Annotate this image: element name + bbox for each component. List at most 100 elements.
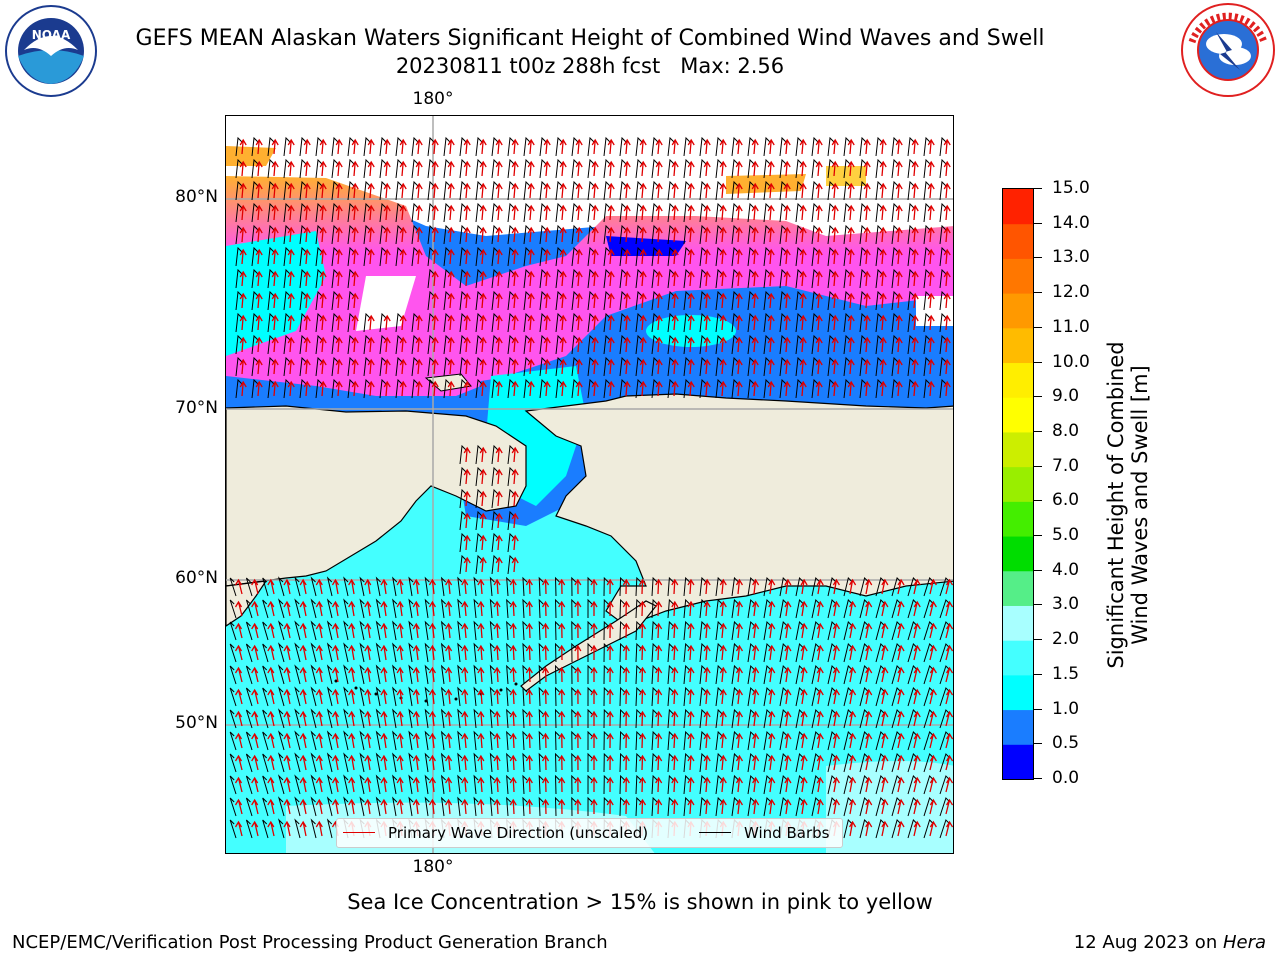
wave-direction-arrow <box>415 380 423 397</box>
wind-barb <box>538 620 544 641</box>
wave-direction-arrow <box>234 666 243 683</box>
wave-direction-arrow <box>255 336 263 353</box>
wind-barb <box>315 180 323 201</box>
wave-direction-arrow <box>639 314 647 331</box>
wind-barb <box>827 709 837 729</box>
wind-barb <box>747 620 756 641</box>
wave-direction-arrow <box>895 204 903 221</box>
wind-barb <box>507 312 515 333</box>
wind-barb <box>523 268 531 289</box>
wave-direction-arrow <box>622 600 630 617</box>
wave-direction-arrow <box>655 314 663 331</box>
wind-barb <box>440 620 446 641</box>
wave-direction-arrow <box>703 292 711 309</box>
wave-direction-arrow <box>897 710 905 727</box>
wind-barb <box>667 312 675 333</box>
colorbar-tick-label: 0.0 <box>1052 768 1080 788</box>
wave-direction-arrow <box>927 160 935 177</box>
wave-direction-arrow <box>412 710 420 727</box>
wave-direction-arrow <box>703 798 711 815</box>
wind-barb <box>651 752 658 773</box>
wind-barb <box>795 796 804 817</box>
wave-direction-arrow <box>913 600 921 617</box>
wave-direction-arrow <box>865 732 873 749</box>
wave-direction-arrow <box>527 358 535 375</box>
wave-direction-arrow <box>412 644 420 661</box>
wind-barb <box>683 598 690 619</box>
wind-barb <box>603 708 609 729</box>
colorbar-tick-label: 4.0 <box>1052 559 1080 580</box>
wave-direction-arrow <box>509 776 517 793</box>
wind-barb <box>875 599 886 619</box>
wave-direction-arrow <box>319 270 327 287</box>
wind-barb <box>715 598 723 619</box>
wave-direction-arrow <box>768 732 776 749</box>
wave-direction-arrow <box>351 248 359 265</box>
wind-barb <box>326 752 333 773</box>
wind-barb <box>571 664 577 685</box>
wind-barb <box>443 224 451 245</box>
wind-barb <box>424 774 430 795</box>
wind-barb <box>363 334 371 355</box>
wave-direction-arrow <box>767 336 775 353</box>
wave-direction-arrow <box>655 754 663 771</box>
wave-direction-arrow <box>367 160 375 177</box>
wind-barb <box>667 598 674 619</box>
wave-direction-arrow <box>622 710 630 727</box>
wave-direction-arrow <box>622 732 630 749</box>
wave-direction-arrow <box>800 798 808 815</box>
wave-direction-arrow <box>543 182 551 199</box>
wind-barb <box>715 378 723 399</box>
wind-barb <box>859 136 867 157</box>
wind-barb <box>523 136 531 157</box>
wave-direction-arrow <box>800 600 808 617</box>
wave-direction-arrow <box>591 380 599 397</box>
wind-barb <box>587 752 593 773</box>
wind-barb <box>459 224 467 245</box>
wind-barb <box>294 752 301 773</box>
wind-barb <box>619 290 627 311</box>
wave-direction-arrow <box>752 578 760 595</box>
wave-direction-arrow <box>396 732 404 749</box>
wave-direction-arrow <box>929 688 937 705</box>
wind-barb <box>395 312 403 333</box>
wave-direction-arrow <box>447 292 455 309</box>
wind-barb <box>763 598 772 619</box>
wave-direction-arrow <box>719 182 727 199</box>
wave-direction-arrow <box>287 380 295 397</box>
wave-direction-arrow <box>943 336 951 353</box>
wave-direction-arrow <box>832 644 840 661</box>
wave-direction-arrow <box>251 644 259 661</box>
wave-direction-arrow <box>671 160 679 177</box>
wave-direction-arrow <box>495 446 503 463</box>
wave-direction-arrow <box>832 600 840 617</box>
wave-direction-arrow <box>639 138 647 155</box>
wind-barb <box>907 775 918 795</box>
wind-barb <box>491 158 499 179</box>
wave-direction-arrow <box>784 600 792 617</box>
wave-direction-arrow <box>687 622 695 639</box>
wind-barb <box>891 577 902 597</box>
wave-direction-arrow <box>687 710 695 727</box>
wind-barb <box>683 224 691 245</box>
wave-direction-arrow <box>364 622 372 639</box>
wind-barb <box>343 642 349 663</box>
wind-barb <box>539 356 547 377</box>
wind-barb <box>891 819 902 839</box>
wind-barb <box>875 312 883 333</box>
wave-direction-arrow <box>719 666 727 683</box>
wind-barb <box>459 290 467 311</box>
wave-direction-arrow <box>493 732 501 749</box>
wave-direction-arrow <box>943 204 951 221</box>
wave-direction-arrow <box>623 314 631 331</box>
wind-barb <box>522 796 528 817</box>
wave-direction-arrow <box>752 710 760 727</box>
wave-direction-arrow <box>396 798 404 815</box>
wind-barb <box>507 136 515 157</box>
wave-direction-arrow <box>881 666 889 683</box>
wind-barb <box>251 224 259 245</box>
wave-direction-arrow <box>895 182 903 199</box>
wave-direction-arrow <box>719 710 727 727</box>
wave-direction-arrow <box>525 644 533 661</box>
wind-barb <box>603 598 609 619</box>
